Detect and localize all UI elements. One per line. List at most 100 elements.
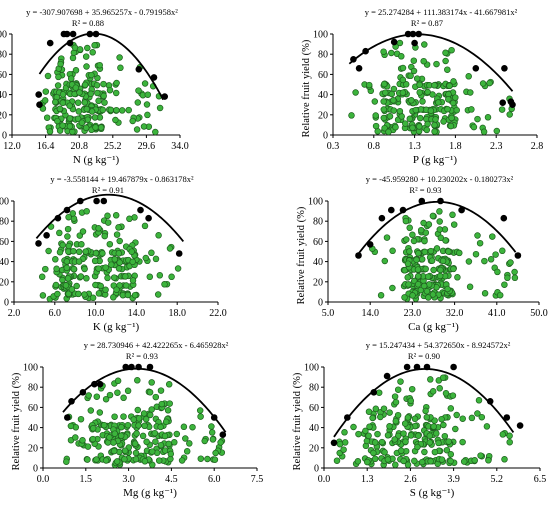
green-data-point: [409, 292, 416, 299]
black-data-point: [383, 372, 391, 380]
black-data-point: [135, 66, 143, 73]
green-data-point: [67, 75, 75, 82]
black-data-point: [514, 252, 522, 259]
green-data-point: [132, 449, 140, 457]
x-tick-label: 32.0: [446, 308, 464, 319]
x-tick-label: 3.0: [122, 474, 135, 485]
green-data-point: [405, 281, 412, 288]
green-data-point: [158, 400, 166, 408]
x-tick-label: 4.5: [165, 474, 178, 485]
green-data-point: [416, 89, 423, 96]
x-axis-label: K (g kg⁻¹): [93, 321, 140, 333]
green-data-point: [449, 392, 457, 399]
black-data-point: [69, 30, 77, 38]
green-data-point: [81, 81, 89, 89]
green-data-point: [444, 66, 451, 73]
green-data-point: [474, 232, 481, 239]
black-data-point: [93, 197, 100, 205]
green-data-point: [401, 420, 409, 427]
green-data-point: [504, 274, 511, 282]
green-data-point: [118, 423, 125, 431]
green-data-point: [476, 239, 484, 247]
black-data-point: [509, 101, 516, 108]
black-data-point: [36, 101, 43, 108]
black-data-point: [68, 398, 75, 405]
green-data-point: [83, 63, 90, 70]
green-data-point: [112, 116, 119, 124]
regression-equation: y = -307.907698 + 35.965257x - 0.791958x…: [26, 7, 178, 17]
x-tick-label: 10.0: [87, 308, 105, 319]
green-data-point: [166, 245, 174, 252]
green-data-point: [438, 415, 445, 423]
green-data-point: [350, 423, 357, 431]
black-data-point: [388, 206, 395, 214]
green-data-point: [165, 440, 172, 448]
green-data-point: [431, 82, 438, 89]
y-tick-label: 60: [0, 70, 7, 81]
green-data-point: [420, 57, 427, 65]
green-data-point: [96, 409, 104, 416]
green-data-point: [381, 80, 388, 88]
green-data-point: [501, 281, 508, 288]
x-tick-label: 0.3: [327, 141, 340, 152]
green-data-point: [390, 107, 398, 114]
green-data-point: [468, 106, 475, 113]
green-data-point: [204, 455, 211, 463]
green-data-point: [72, 67, 80, 74]
green-data-point: [378, 438, 386, 446]
green-data-point: [95, 225, 102, 232]
green-data-point: [96, 61, 103, 69]
green-data-point: [447, 451, 455, 458]
x-tick-label: 6.5: [534, 474, 547, 485]
green-data-point: [404, 274, 411, 281]
black-data-point: [128, 363, 135, 371]
green-data-point: [65, 290, 72, 298]
green-data-point: [131, 440, 139, 447]
black-data-point: [63, 30, 71, 38]
r-squared-label: R² = 0.93: [126, 351, 158, 361]
green-data-point: [113, 79, 120, 87]
green-data-point: [83, 105, 91, 113]
green-data-point: [390, 97, 397, 104]
x-tick-label: 50.0: [530, 308, 548, 319]
green-data-point: [110, 439, 117, 446]
black-data-point: [122, 363, 129, 371]
green-data-point: [65, 242, 73, 250]
green-data-point: [157, 387, 165, 394]
green-data-point: [468, 414, 476, 422]
green-data-point: [388, 90, 396, 98]
green-data-point: [59, 122, 66, 129]
green-data-point: [82, 248, 89, 255]
green-data-point: [333, 457, 341, 464]
green-data-point: [54, 117, 61, 125]
regression-curve: [35, 193, 185, 243]
black-data-point: [175, 250, 183, 257]
green-data-point: [43, 114, 51, 121]
green-data-point: [408, 97, 415, 104]
green-data-point: [409, 231, 416, 239]
green-data-point: [52, 256, 59, 263]
black-data-point: [145, 214, 152, 222]
y-tick-label: 100: [313, 30, 328, 41]
green-data-point: [369, 414, 376, 422]
green-data-point: [410, 237, 418, 245]
black-data-point: [54, 214, 62, 222]
green-data-point: [427, 107, 435, 114]
green-data-point: [409, 124, 416, 132]
x-axis-label: N (g kg⁻¹): [73, 154, 120, 166]
green-data-point: [78, 119, 86, 126]
green-data-point: [365, 81, 373, 89]
x-tick-label: 12.0: [3, 141, 21, 152]
green-data-point: [371, 98, 379, 105]
green-data-point: [84, 44, 91, 52]
green-data-point: [66, 123, 74, 130]
y-tick-label: 40: [0, 257, 9, 268]
green-data-point: [380, 98, 387, 105]
scatter-panel-2: 0 20 40 60 80 100 0.3 0.8 1.3 1.8 2.3 2.8 P (g kg⁻¹)…: [301, 7, 543, 166]
green-data-point: [183, 448, 191, 455]
green-data-point: [77, 273, 85, 280]
green-data-point: [371, 439, 379, 446]
green-data-point: [131, 291, 139, 299]
green-data-point: [141, 458, 149, 465]
green-data-point: [394, 386, 402, 393]
